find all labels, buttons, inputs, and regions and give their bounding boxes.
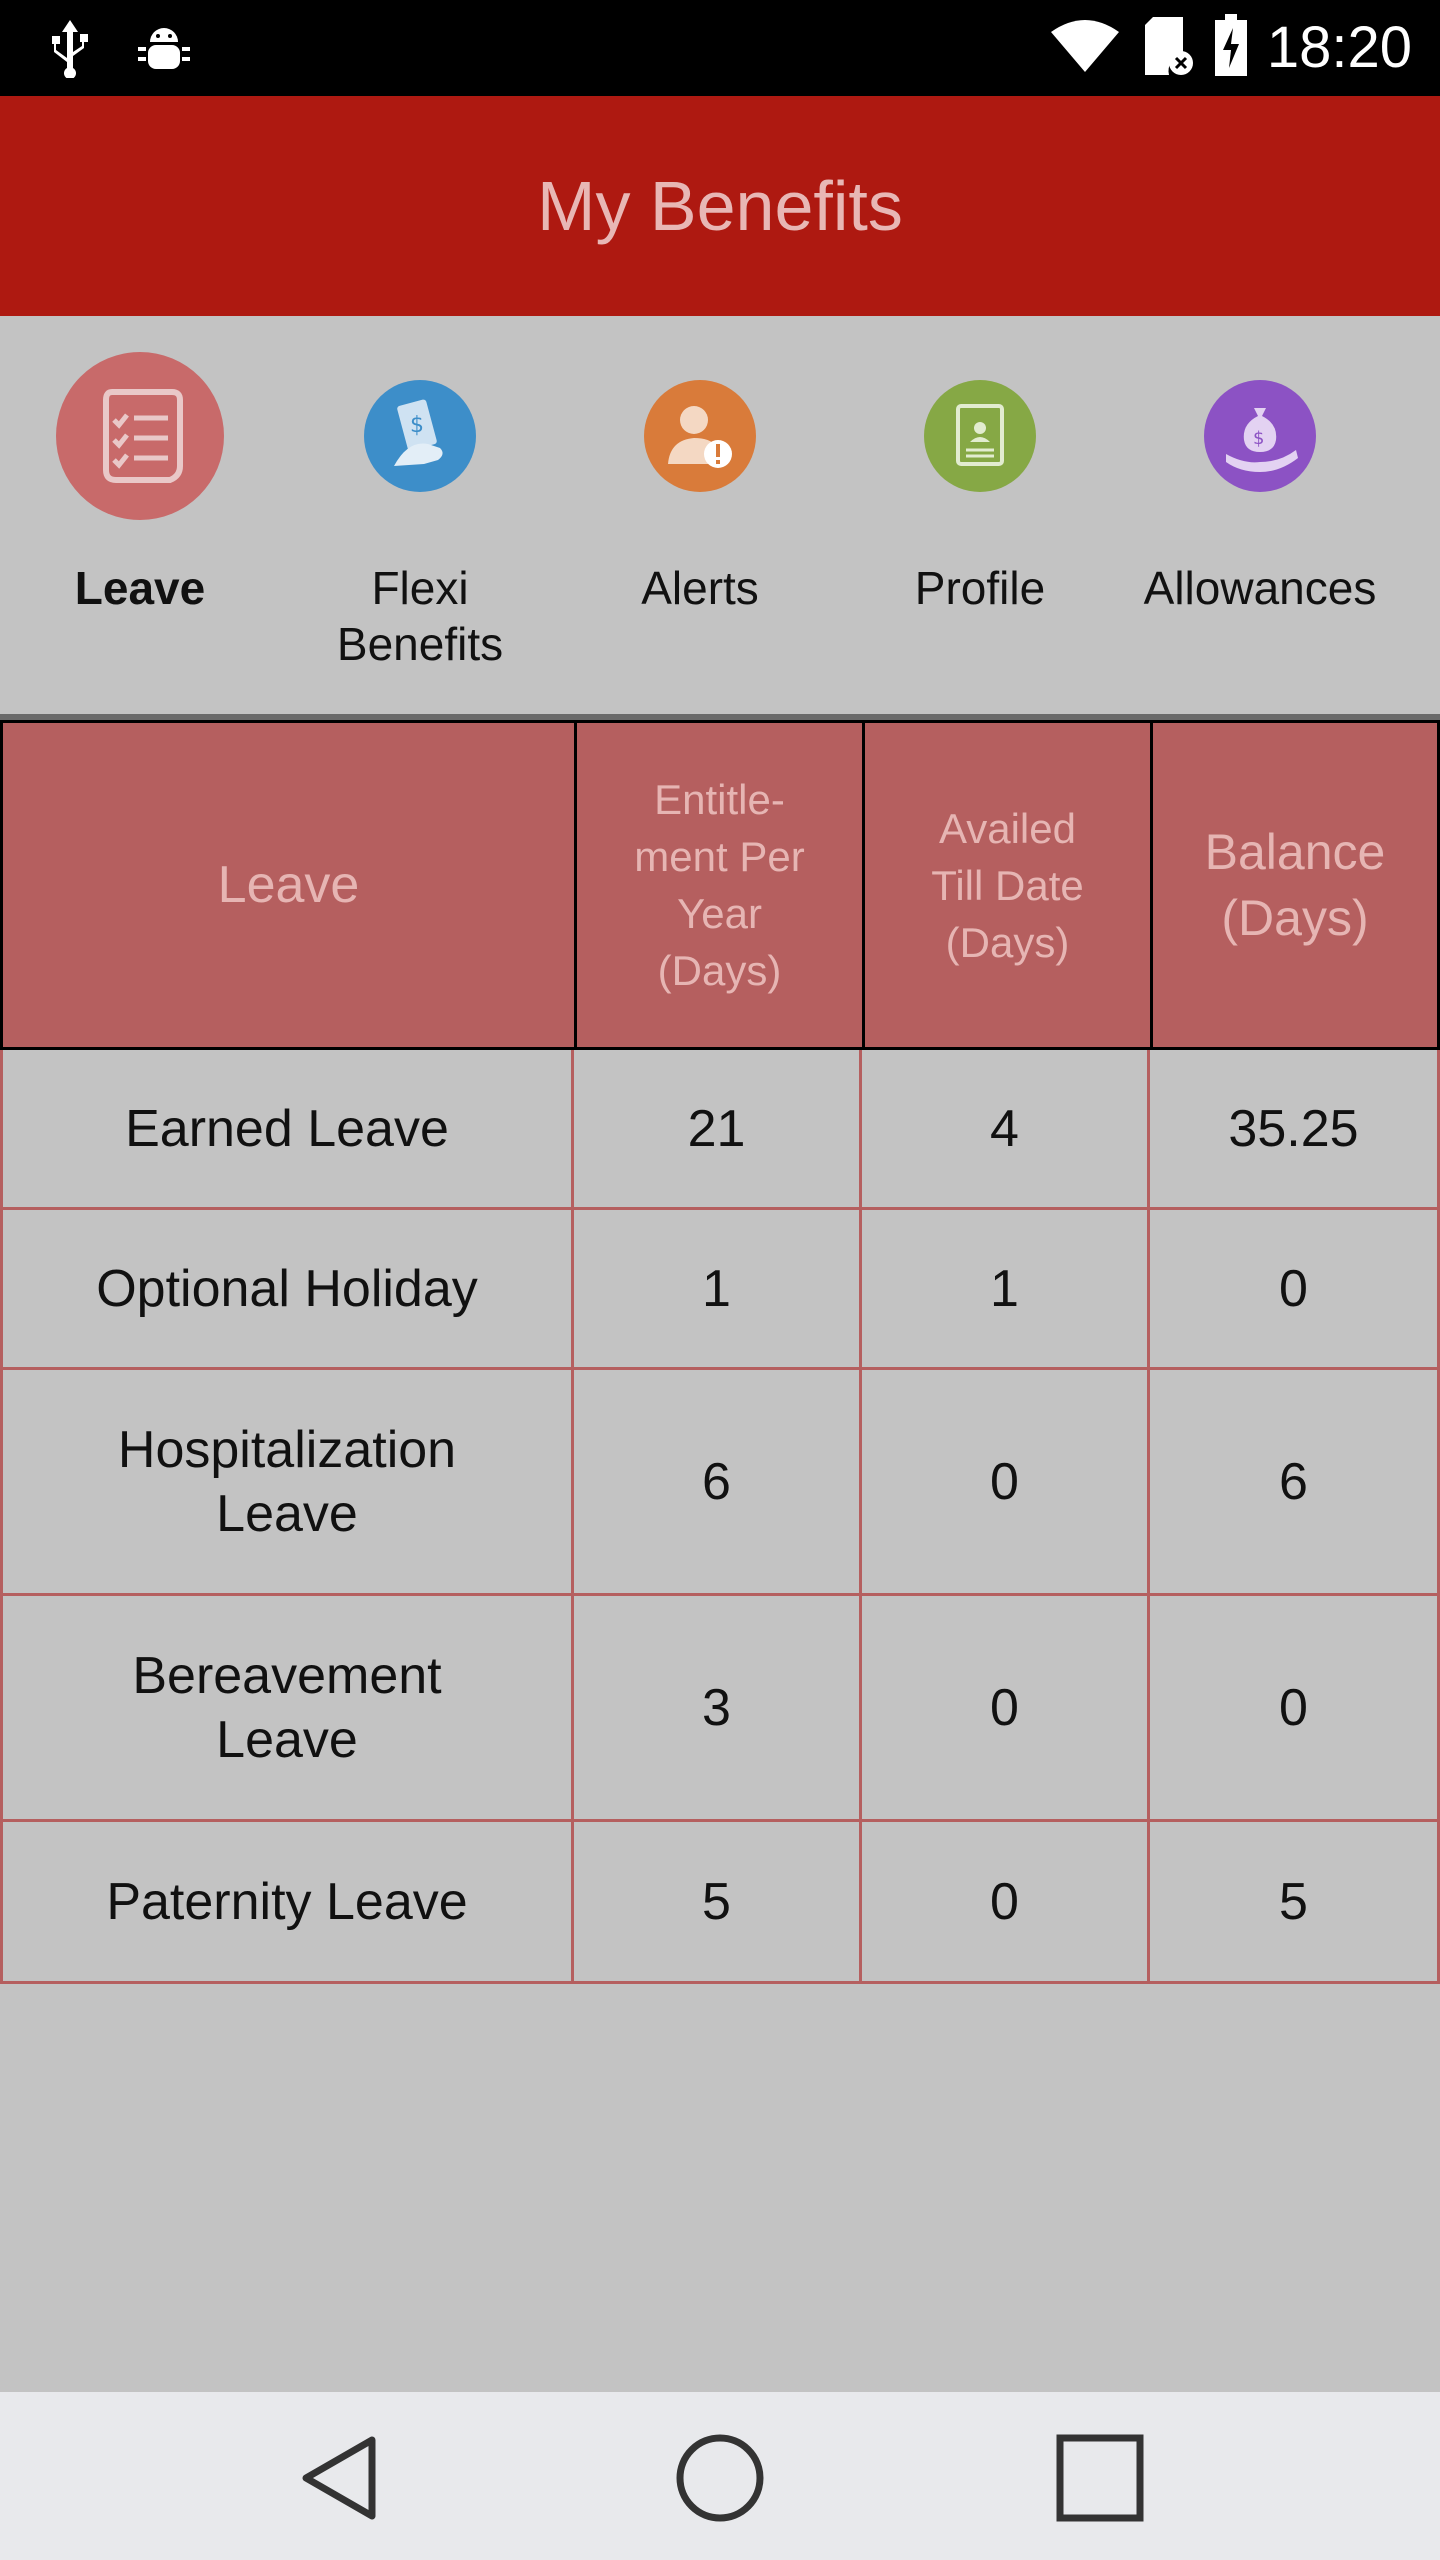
column-header-availed: Availed Till Date (Days)	[865, 723, 1153, 1047]
table-row: Hospitalization Leave 6 0 6	[0, 1370, 1440, 1596]
tab-label: Allowances	[1143, 562, 1377, 614]
clock: 18:20	[1266, 15, 1412, 80]
category-tabs: Leave $ Flexi Benefits Alerts	[0, 316, 1440, 716]
tab-label: Alerts	[641, 562, 759, 614]
column-header-entitlement: Entitle- ment Per Year (Days)	[577, 723, 865, 1047]
tab-profile[interactable]: Profile	[840, 316, 1120, 716]
cell-balance: 6	[1279, 1452, 1308, 1511]
svg-text:$: $	[410, 413, 424, 438]
column-header-leave: Leave	[3, 723, 577, 1047]
cell-entitlement: 1	[574, 1210, 862, 1367]
tab-allowances[interactable]: $ Allowances	[1120, 316, 1400, 716]
table-row: Optional Holiday 1 1 0	[0, 1210, 1440, 1370]
cell-leave-type: Paternity Leave	[3, 1822, 574, 1981]
wifi-icon	[1049, 18, 1121, 79]
tab-flexi-benefits[interactable]: $ Flexi Benefits	[280, 316, 560, 716]
column-header-balance: Balance (Days)	[1204, 824, 1386, 946]
svg-text:$: $	[1253, 428, 1264, 449]
cell-availed: 0	[862, 1370, 1150, 1593]
tab-leave[interactable]: Leave	[0, 316, 280, 716]
home-icon[interactable]	[670, 2428, 770, 2528]
app-bar: My Benefits	[0, 96, 1440, 316]
battery-charging-icon	[1213, 13, 1249, 83]
back-icon[interactable]	[290, 2428, 390, 2528]
table-row: Earned Leave 21 4 35.25	[0, 1050, 1440, 1210]
tab-label: Profile	[914, 562, 1046, 614]
cell-leave-type: Hospitalization Leave	[3, 1370, 574, 1593]
sd-card-icon	[1139, 15, 1195, 82]
status-bar: 18:20	[0, 0, 1440, 96]
cell-entitlement: 5	[574, 1822, 862, 1981]
tab-label: Leave	[74, 562, 206, 614]
cell-balance: 0	[1279, 1678, 1308, 1737]
cell-entitlement: 3	[574, 1596, 862, 1819]
money-hand-icon: $	[364, 380, 476, 492]
cell-availed: 4	[862, 1050, 1150, 1207]
cell-balance: 35.25	[1228, 1099, 1359, 1158]
navigation-bar	[0, 2392, 1440, 2560]
cell-availed: 0	[862, 1596, 1150, 1819]
cell-leave-type: Optional Holiday	[3, 1210, 574, 1367]
table-row: Paternity Leave 5 0 5	[0, 1822, 1440, 1984]
cell-entitlement: 6	[574, 1370, 862, 1593]
divider	[0, 714, 1440, 720]
tab-alerts[interactable]: Alerts	[560, 316, 840, 716]
checklist-icon	[56, 352, 224, 520]
cell-balance: 5	[1279, 1872, 1308, 1931]
person-alert-icon	[644, 380, 756, 492]
usb-icon	[44, 18, 96, 83]
cell-availed: 0	[862, 1822, 1150, 1981]
page-title: My Benefits	[537, 167, 903, 245]
money-bag-hand-icon: $	[1204, 380, 1316, 492]
cell-leave-type: Earned Leave	[3, 1050, 574, 1207]
profile-card-icon	[924, 380, 1036, 492]
cell-entitlement: 21	[574, 1050, 862, 1207]
cell-availed: 1	[862, 1210, 1150, 1367]
recents-icon[interactable]	[1050, 2428, 1150, 2528]
table-header: Leave Entitle- ment Per Year (Days) Avai…	[0, 720, 1440, 1050]
cell-leave-type: Bereavement Leave	[3, 1596, 574, 1819]
cell-balance: 0	[1279, 1259, 1308, 1318]
tab-label: Flexi Benefits	[336, 562, 504, 670]
android-debug-icon	[136, 20, 192, 81]
table-row: Bereavement Leave 3 0 0	[0, 1596, 1440, 1822]
